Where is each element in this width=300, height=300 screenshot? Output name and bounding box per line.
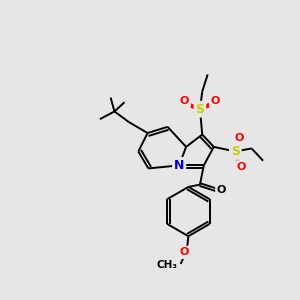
Text: O: O [211, 96, 220, 106]
Text: S: S [196, 103, 205, 116]
Text: N: N [174, 159, 184, 172]
Text: CH₃: CH₃ [157, 260, 178, 271]
Text: O: O [217, 185, 226, 195]
Text: S: S [231, 145, 240, 158]
Text: O: O [235, 133, 244, 142]
Text: O: O [179, 248, 188, 257]
Text: O: O [236, 162, 245, 172]
Text: O: O [180, 96, 189, 106]
